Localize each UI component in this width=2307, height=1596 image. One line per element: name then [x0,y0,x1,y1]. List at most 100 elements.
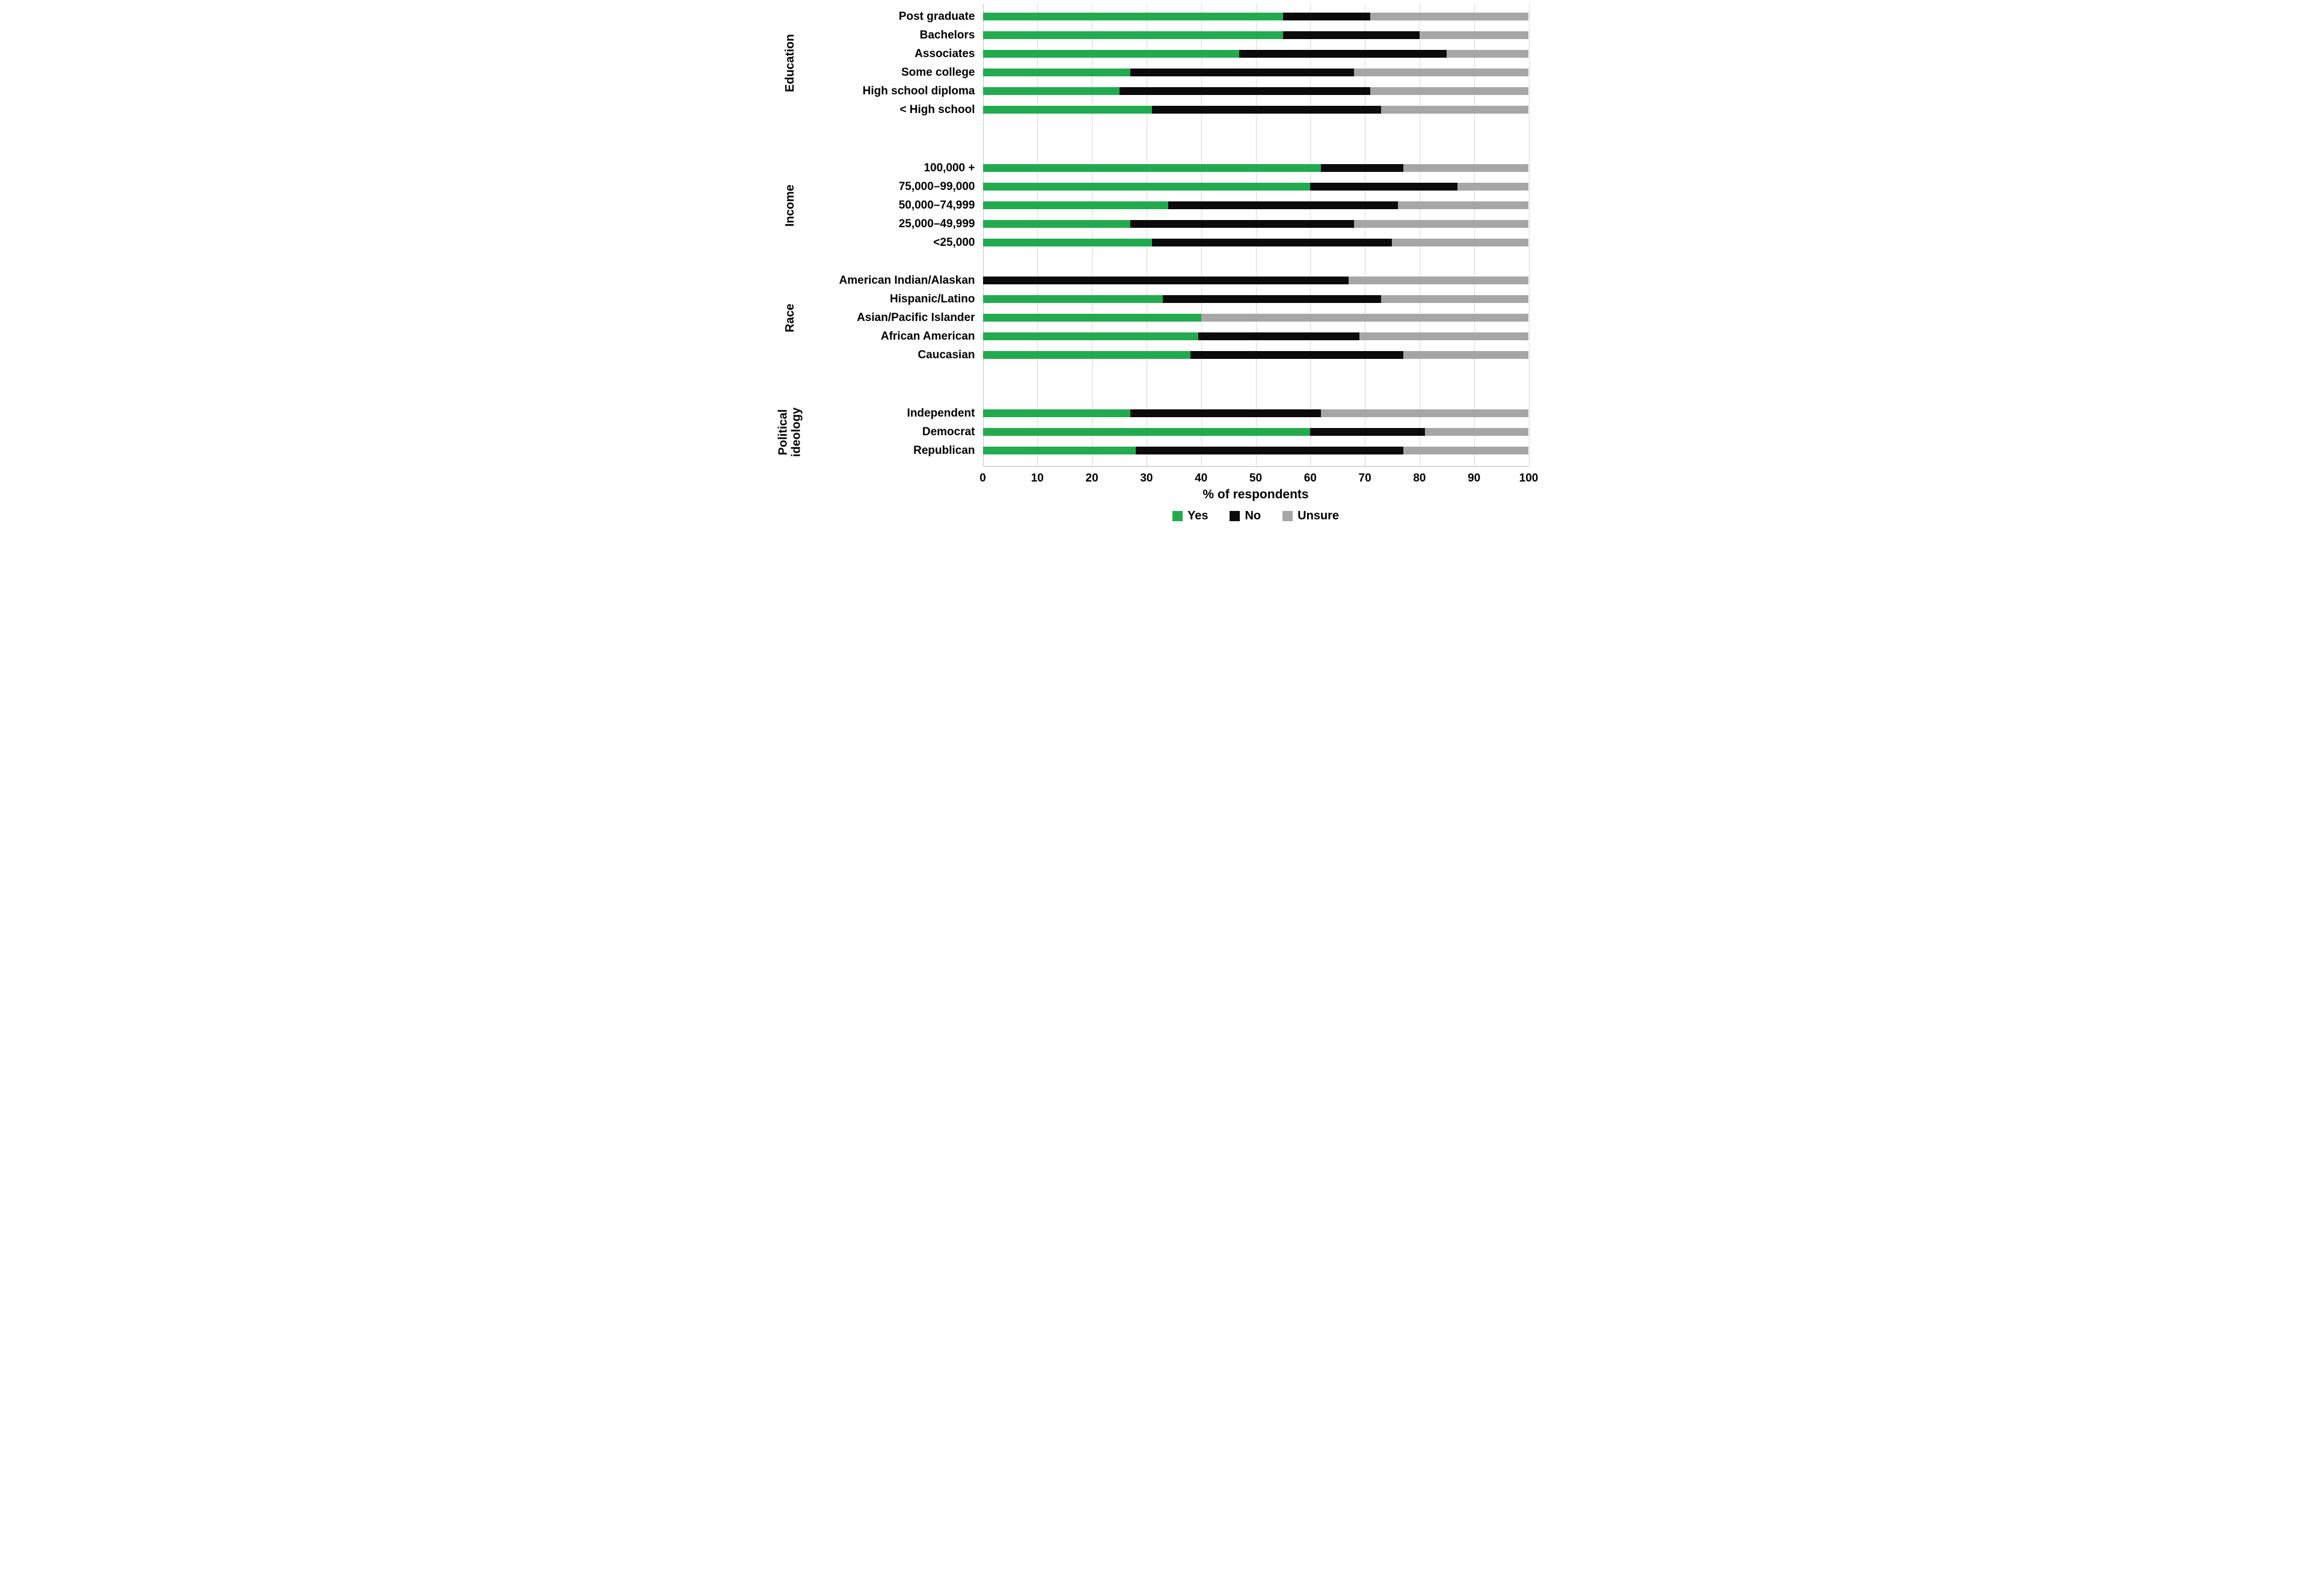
stacked-bar [982,31,1529,39]
group-political-ideology: Political ideology Independent Democrat … [769,404,1529,460]
bar-segment-no [1130,69,1354,76]
x-tick-label: 70 [1358,472,1371,485]
stacked-bar [982,220,1529,228]
x-tick-label: 20 [1085,472,1098,485]
bar-segment-no [1310,428,1425,436]
bar-row: 100,000 + [811,159,1529,177]
gridline-90 [1474,4,1475,466]
bar-row: 75,000–99,000 [811,177,1529,196]
legend-item-yes: Yes [1172,509,1208,523]
category-label: Independent [907,406,975,420]
legend: Yes No Unsure [983,509,1529,523]
bar-segment-unsure [1424,428,1529,436]
stacked-bar [982,69,1529,76]
bar-segment-yes [982,220,1130,228]
group-label-political-ideology: Political ideology [776,407,803,457]
bar-segment-yes [982,69,1130,76]
bar-segment-no [1163,295,1382,303]
bar-segment-unsure [1457,183,1529,191]
stacked-bar [982,164,1529,172]
gridline-40 [1201,4,1202,466]
x-axis-title: % of respondents [1203,488,1309,501]
legend-swatch-yes-icon [1172,511,1183,521]
gridline-0 [982,4,984,466]
x-tick-label: 60 [1304,472,1317,485]
bar-segment-yes [982,314,1201,322]
stacked-bar [982,87,1529,95]
category-label: Asian/Pacific Islander [857,311,975,324]
bar-row: Hispanic/Latino [811,290,1529,308]
bar-segment-unsure [1370,87,1529,95]
bar-segment-no [1310,183,1458,191]
bar-segment-unsure [1403,447,1529,454]
bar-segment-no [1151,239,1392,246]
bar-segment-no [1168,201,1398,209]
bar-segment-unsure [1397,201,1529,209]
group-label-income: Income [783,184,797,227]
bar-segment-yes [982,164,1322,172]
category-label: < High school [899,103,975,116]
bar-segment-yes [982,239,1152,246]
bar-segment-yes [982,106,1152,114]
legend-item-unsure: Unsure [1282,509,1339,523]
legend-item-no: No [1230,509,1261,523]
plot-area: Education Post graduate Bachelors Associ… [769,4,1539,467]
category-label: High school diploma [862,84,975,97]
category-label: 100,000 + [924,161,975,174]
group-label-education: Education [783,34,797,93]
bar-segment-unsure [1348,277,1529,284]
stacked-bar [982,239,1529,246]
x-tick-label: 80 [1413,472,1426,485]
gridline-50 [1255,4,1257,466]
bar-segment-no [1321,164,1403,172]
bar-segment-no [1151,106,1382,114]
bar-segment-yes [982,13,1283,20]
stacked-bar-chart: Education Post graduate Bachelors Associ… [769,0,1539,533]
bar-segment-yes [982,201,1169,209]
bar-row: Some college [811,63,1529,82]
legend-swatch-unsure-icon [1282,511,1293,521]
bar-segment-unsure [1370,13,1529,20]
gridlines [982,4,1530,467]
bar-segment-no [1239,50,1447,58]
category-label: <25,000 [933,236,975,249]
bar-segment-yes [982,332,1199,340]
bar-segment-no [1190,351,1403,359]
bar-row: <25,000 [811,233,1529,252]
group-education: Education Post graduate Bachelors Associ… [769,7,1529,119]
legend-label-no: No [1245,509,1261,522]
bar-segment-yes [982,50,1240,58]
bar-segment-yes [982,447,1136,454]
bar-segment-unsure [1321,409,1529,417]
bar-segment-unsure [1392,239,1529,246]
stacked-bar [982,183,1529,191]
gridline-10 [1037,4,1038,466]
category-label: American Indian/Alaskan [839,274,975,287]
stacked-bar [982,106,1529,114]
category-label: Some college [901,66,975,79]
x-tick-label: 90 [1468,472,1481,485]
stacked-bar [982,201,1529,209]
bar-row: < High school [811,100,1529,119]
stacked-bar [982,50,1529,58]
bar-row: Asian/Pacific Islander [811,308,1529,327]
category-label: 50,000–74,999 [898,198,975,212]
bar-segment-no [1282,13,1371,20]
bar-segment-yes [982,409,1130,417]
stacked-bar [982,314,1529,322]
bar-segment-unsure [1381,106,1529,114]
bar-row: Democrat [811,423,1529,441]
gridline-60 [1310,4,1311,466]
group-race: Race American Indian/Alaskan Hispanic/La… [769,271,1529,364]
category-label: Republican [913,444,975,457]
stacked-bar [982,277,1529,284]
bar-row: Bachelors [811,26,1529,44]
bar-row: 25,000–49,999 [811,215,1529,233]
category-label: Hispanic/Latino [890,292,975,305]
stacked-bar [982,332,1529,340]
x-tick-label: 0 [979,472,986,485]
x-tick-label: 10 [1031,472,1044,485]
category-label: Post graduate [898,10,975,23]
x-tick-label: 100 [1519,472,1539,485]
stacked-bar [982,295,1529,303]
